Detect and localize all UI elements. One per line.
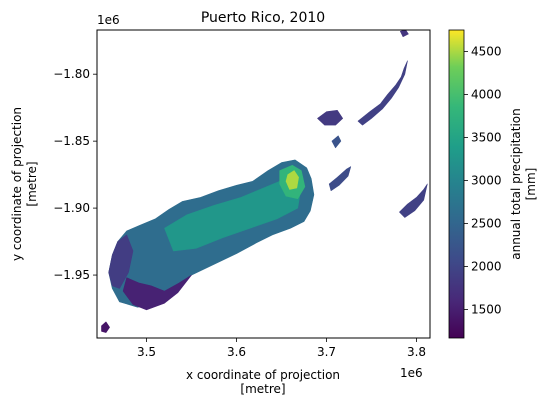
x-axis-ticks: 3.5 3.6 3.7 3.8 [137,338,426,359]
y-axis-label-line2: [metre] [25,161,39,206]
colorbar-label-line: [mm] [524,168,538,201]
y-tick-label: −1.90 [53,201,90,215]
x-scale-label: 1e6 [400,366,423,380]
region-south-coast [122,274,192,311]
colorbar-tick-label: 1500 [471,303,502,317]
precipitation-map [101,30,428,333]
colorbar-label-line: annual total precipitation [509,108,523,260]
colorbar-tick-label: 4500 [471,45,502,59]
x-tick-label: 3.8 [407,345,426,359]
y-tick-label: −1.80 [53,67,90,81]
region-st-thomas-chain [357,60,408,126]
colorbar-tick-label: 3000 [471,174,502,188]
colorbar-gradient [448,29,465,339]
y-axis-ticks: −1.80 −1.85 −1.90 −1.95 [53,67,97,282]
x-tick-label: 3.7 [317,345,336,359]
x-tick-label: 3.6 [227,345,246,359]
chart-title: Puerto Rico, 2010 [201,10,325,26]
plot-border [96,29,431,339]
y-scale-label: 1e6 [97,13,120,27]
x-tick-label: 3.5 [137,345,156,359]
colorbar-tick-label: 2000 [471,260,502,274]
y-axis-label-line1: y coordinate of projection [10,107,24,261]
y-tick-label: −1.85 [53,134,90,148]
plot-area [96,29,431,339]
region-el-yunque-peak [285,170,299,190]
colorbar-tick-label: 3500 [471,131,502,145]
colorbar-tick-label: 2500 [471,217,502,231]
region-culebra [331,135,342,149]
region-mona-island [101,321,110,333]
y-tick-label: −1.95 [53,268,90,282]
region-central-highlands [164,178,302,252]
region-st-croix [399,183,428,218]
x-axis-label-line1: x coordinate of projection [186,368,340,382]
colorbar-label: annual total precipitation[mm] [509,108,538,260]
region-vieques [328,166,352,191]
region-west-coast [108,234,134,289]
colorbar: 1500 2000 2500 3000 3500 4000 4500 annual tota… [448,29,538,339]
colorbar-tick-label: 4000 [471,88,502,102]
colorbar-ticks: 1500 2000 2500 3000 3500 4000 4500 [464,45,502,317]
region-northwest-fragment [317,110,344,126]
x-axis-label-line2: [metre] [240,382,285,396]
